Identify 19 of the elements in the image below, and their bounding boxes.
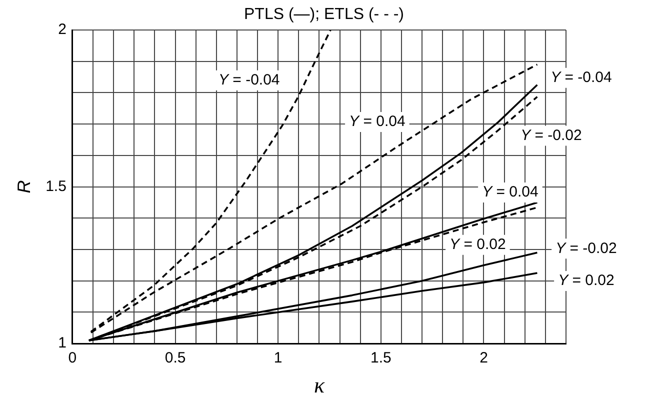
- x-tick-label: 0: [68, 350, 77, 367]
- series-label: Y = 0.02: [450, 236, 506, 254]
- y-tick-label: 2: [58, 21, 66, 38]
- chart-title: PTLS (—); ETLS (- - -): [244, 6, 404, 23]
- y-tick-label: 1.5: [46, 178, 66, 195]
- x-axis-title: κ: [314, 372, 325, 398]
- x-tick-label: 1: [274, 350, 282, 367]
- series-label: Y = 0.04: [482, 184, 538, 201]
- series-label: Y = -0.02: [556, 240, 617, 257]
- series-label: Y = -0.02: [520, 126, 582, 144]
- x-tick-label: 1.5: [370, 350, 392, 367]
- series-label: Y = -0.04: [550, 69, 612, 86]
- series-label: Y = -0.04: [218, 72, 280, 89]
- series-label: Y = 0.02: [558, 272, 614, 290]
- x-tick-label: 0.5: [164, 350, 186, 367]
- series-label: Y = 0.04: [349, 113, 406, 130]
- y-axis-title: R: [14, 180, 34, 194]
- x-tick-label: 2: [480, 350, 488, 367]
- y-tick-label: 1: [58, 334, 66, 352]
